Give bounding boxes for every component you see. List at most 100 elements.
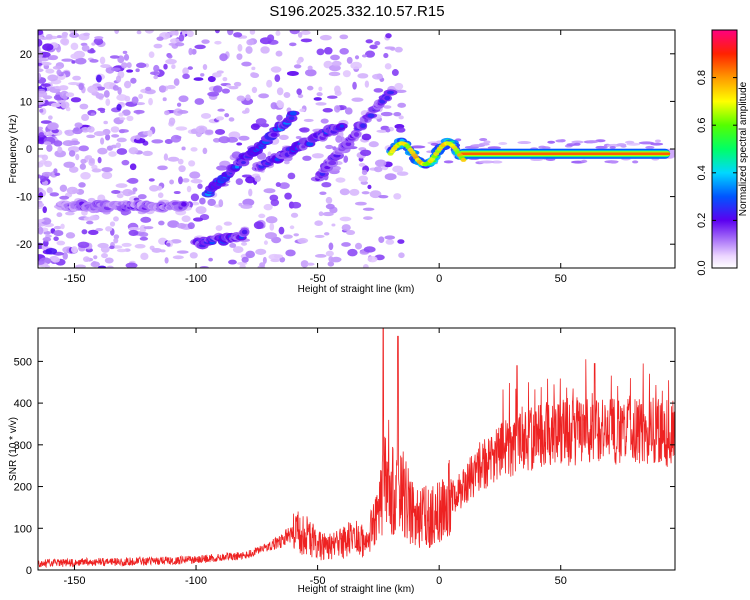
snr-ytick-label: 100 [14, 523, 32, 535]
noise-blob [58, 85, 69, 91]
noise-blob [260, 46, 270, 54]
noise-blob [105, 98, 111, 107]
noise-blob [111, 134, 120, 138]
noise-blob [138, 93, 144, 100]
noise-blob [362, 264, 369, 268]
noise-blob [149, 185, 160, 192]
noise-blob [384, 235, 396, 240]
fringe-blob [645, 145, 655, 149]
noise-blob [151, 139, 164, 144]
noise-blob [46, 144, 53, 152]
noise-blob [270, 102, 278, 110]
noise-blob [112, 85, 119, 91]
noise-blob [135, 68, 140, 73]
noise-blob [378, 194, 389, 199]
noise-blob [346, 56, 353, 64]
noise-blob [90, 112, 96, 116]
noise-blob [93, 131, 106, 137]
noise-blob [228, 117, 235, 122]
noise-blob [41, 154, 49, 161]
noise-blob [121, 159, 130, 166]
noise-blob [250, 72, 257, 78]
noise-blob [103, 90, 110, 98]
fringe-blob [609, 145, 616, 149]
noise-blob [339, 216, 352, 222]
noise-blob [82, 256, 90, 263]
noise-blob [195, 206, 207, 214]
noise-blob [189, 252, 198, 259]
noise-blob [166, 85, 176, 90]
noise-blob [42, 43, 54, 51]
noise-blob [299, 127, 310, 133]
fringe-blob [638, 141, 655, 145]
noise-blob [50, 102, 62, 108]
noise-blob [325, 196, 333, 204]
noise-blob [173, 190, 181, 195]
noise-blob [365, 39, 373, 44]
noise-blob [54, 150, 66, 158]
noise-blob [43, 231, 51, 235]
noise-blob [297, 237, 309, 244]
fringe-blob [571, 140, 584, 144]
noise-blob [384, 63, 392, 70]
noise-blob [115, 75, 122, 83]
noise-blob [224, 113, 230, 118]
noise-blob [43, 160, 53, 168]
snr-ytick-label: 400 [14, 398, 32, 410]
noise-blob [156, 36, 164, 41]
noise-blob [396, 171, 409, 176]
noise-blob [123, 53, 130, 61]
fringe-blob [517, 141, 532, 145]
noise-blob [162, 97, 167, 102]
snr-panel: -150 -100 -50 0 50 0 100 200 300 400 500 Height o… [8, 327, 676, 595]
noise-blob [158, 85, 167, 92]
fringe-blob [530, 158, 544, 162]
colorbar-label: Normalized spectral amplitude [738, 81, 749, 216]
noise-blob [177, 110, 189, 114]
noise-blob [245, 46, 253, 54]
noise-blob [109, 221, 116, 227]
noise-blob [164, 110, 170, 116]
noise-blob [316, 48, 325, 56]
noise-blob [174, 42, 185, 47]
noise-blob [38, 62, 43, 66]
noise-blob [122, 109, 131, 116]
noise-blob [339, 34, 349, 40]
noise-blob [168, 42, 177, 46]
noise-blob [53, 225, 62, 230]
noise-blob [81, 44, 90, 52]
noise-blob [398, 252, 405, 259]
colorbar-ticks: 0.0 0.2 0.4 0.6 0.8 [696, 70, 737, 276]
noise-blob [202, 147, 208, 155]
noise-blob [251, 86, 258, 94]
noise-blob [38, 126, 44, 131]
noise-blob [178, 165, 186, 173]
noise-blob [279, 182, 290, 189]
noise-blob [314, 220, 323, 226]
noise-blob [49, 192, 60, 197]
noise-blob [205, 129, 214, 135]
noise-blob [385, 239, 395, 245]
feature-blob [345, 142, 352, 147]
noise-blob [66, 186, 79, 195]
noise-blob [189, 171, 201, 179]
noise-blob [104, 257, 114, 264]
noise-blob [169, 179, 174, 185]
noise-blob [167, 220, 180, 228]
noise-blob [341, 224, 351, 231]
noise-blob [96, 74, 102, 83]
noise-blob [314, 254, 327, 258]
feature-blob [359, 123, 366, 129]
noise-blob [311, 153, 324, 159]
noise-blob [59, 195, 70, 200]
noise-blob [100, 64, 111, 69]
noise-blob [265, 216, 278, 224]
noise-blob [319, 191, 327, 195]
noise-blob [166, 242, 171, 247]
noise-blob [364, 80, 370, 88]
noise-blob [121, 242, 132, 247]
noise-blob [116, 137, 127, 143]
noise-blob [324, 47, 333, 55]
noise-blob [167, 54, 173, 59]
noise-blob [202, 64, 208, 70]
